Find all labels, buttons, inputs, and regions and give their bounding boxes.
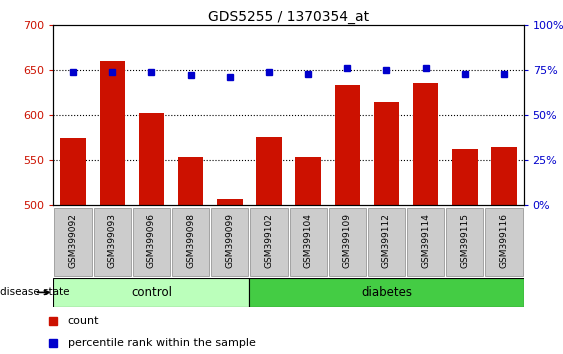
Text: percentile rank within the sample: percentile rank within the sample: [68, 338, 256, 348]
Bar: [133, 208, 170, 276]
Bar: [256, 137, 282, 205]
Text: control: control: [131, 286, 172, 299]
Text: GSM399093: GSM399093: [108, 213, 117, 268]
Text: GSM399092: GSM399092: [69, 213, 78, 268]
Bar: [334, 85, 360, 205]
Bar: [329, 208, 366, 276]
Bar: [446, 208, 484, 276]
Text: GSM399098: GSM399098: [186, 213, 195, 268]
Text: count: count: [68, 316, 99, 326]
Bar: [60, 138, 86, 205]
Bar: [93, 208, 131, 276]
Bar: [172, 208, 209, 276]
Text: GSM399116: GSM399116: [499, 213, 508, 268]
Bar: [178, 158, 203, 205]
Title: GDS5255 / 1370354_at: GDS5255 / 1370354_at: [208, 10, 369, 24]
Text: GSM399109: GSM399109: [343, 213, 352, 268]
Text: GSM399112: GSM399112: [382, 213, 391, 268]
Bar: [374, 102, 399, 205]
Bar: [296, 158, 321, 205]
Bar: [53, 278, 249, 307]
Bar: [211, 208, 248, 276]
Bar: [368, 208, 405, 276]
Bar: [413, 84, 439, 205]
Bar: [485, 208, 522, 276]
Text: GSM399115: GSM399115: [461, 213, 470, 268]
Bar: [217, 199, 243, 205]
Bar: [407, 208, 444, 276]
Text: GSM399104: GSM399104: [303, 213, 312, 268]
Text: GSM399099: GSM399099: [225, 213, 234, 268]
Text: diabetes: diabetes: [361, 286, 412, 299]
Text: GSM399102: GSM399102: [265, 213, 274, 268]
Bar: [491, 147, 517, 205]
Bar: [289, 208, 327, 276]
Bar: [55, 208, 92, 276]
Bar: [249, 278, 524, 307]
Text: disease state: disease state: [0, 287, 69, 297]
Bar: [100, 61, 125, 205]
Bar: [138, 113, 164, 205]
Text: GSM399114: GSM399114: [421, 213, 430, 268]
Bar: [452, 149, 477, 205]
Bar: [251, 208, 288, 276]
Text: GSM399096: GSM399096: [147, 213, 156, 268]
